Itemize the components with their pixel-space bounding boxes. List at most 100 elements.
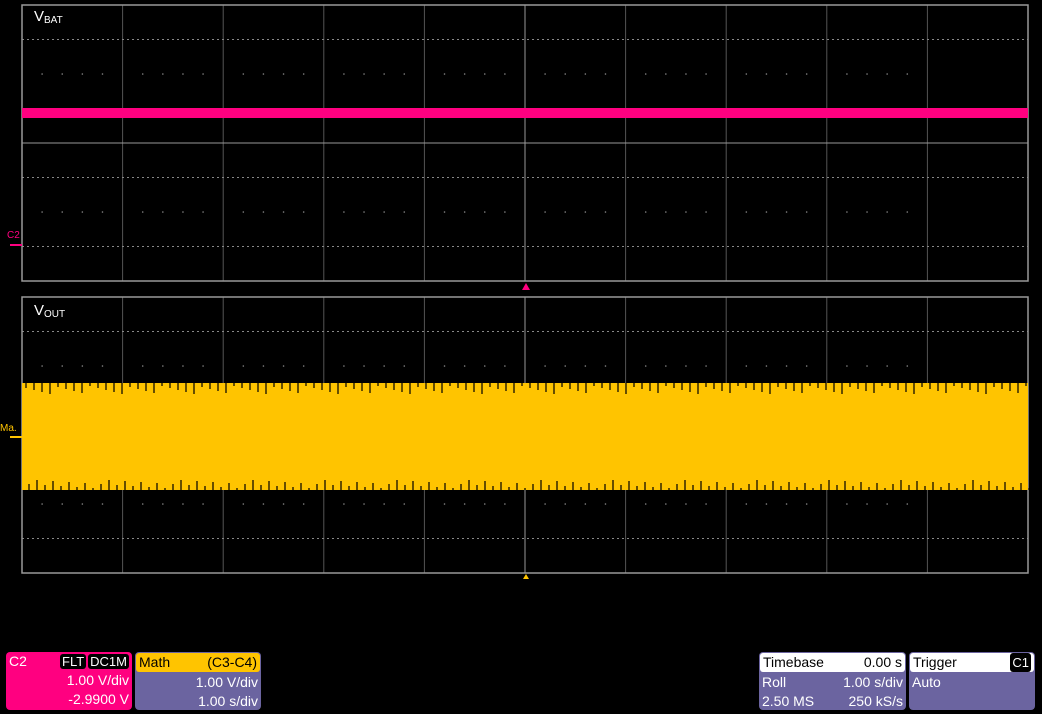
filter-tag: FLT	[60, 654, 87, 669]
grid-dot	[805, 211, 808, 213]
grid-dot	[906, 503, 909, 505]
grid-dot	[343, 73, 345, 75]
grid-dot	[584, 365, 587, 367]
grid-dot	[242, 365, 245, 367]
grid-dot	[745, 503, 748, 505]
grid-dot	[765, 211, 768, 213]
vbat-trace	[22, 108, 1028, 118]
grid-dot	[101, 211, 104, 213]
grid-dot	[866, 503, 868, 505]
grid-dot	[846, 503, 848, 505]
timebase-samples: 2.50 MS	[762, 693, 815, 709]
grid-dot	[564, 503, 567, 505]
grid-dot	[644, 365, 647, 367]
channel-vdiv: 1.00 V/div	[66, 672, 129, 688]
grid-dot	[866, 365, 868, 367]
panel2-label: VOUT	[34, 302, 66, 320]
timebase-title: Timebase	[763, 654, 824, 670]
grid-dot	[745, 365, 748, 367]
grid-dot	[182, 503, 184, 505]
math-name: Math	[139, 654, 171, 670]
vout-trace	[22, 383, 1028, 490]
grid-dot	[805, 73, 808, 75]
trigger-source: C1	[1010, 653, 1031, 672]
grid-dot	[705, 211, 707, 213]
grid-dot	[544, 365, 546, 367]
timebase-mode: Roll	[762, 674, 787, 690]
grid-dot	[705, 73, 707, 75]
grid-dot	[182, 73, 184, 75]
grid-dot	[101, 73, 104, 75]
grid-dot	[162, 73, 164, 75]
trigger-title: Trigger	[913, 654, 957, 670]
grid-dot	[805, 365, 808, 367]
grid-dot	[765, 73, 768, 75]
grid-dot	[665, 503, 667, 505]
grid-dot	[504, 211, 506, 213]
grid-dot	[302, 503, 305, 505]
grid-dot	[182, 211, 184, 213]
grid-dot	[41, 365, 43, 367]
grid-dot	[785, 503, 788, 505]
timebase-box[interactable]: Timebase 0.00 s Roll 1.00 s/div 2.50 MS 250…	[759, 652, 906, 710]
grid-dot	[61, 503, 64, 505]
grid-dot	[886, 73, 888, 75]
c2-ground-marker[interactable]: C2	[7, 230, 20, 241]
grid-dot	[846, 73, 848, 75]
grid-dot	[363, 503, 365, 505]
timebase-delay: 0.00 s	[863, 654, 902, 670]
grid-dot	[705, 503, 707, 505]
grid-dot	[866, 211, 868, 213]
grid-dot	[141, 503, 144, 505]
grid-dot	[745, 211, 748, 213]
grid-dot	[162, 211, 164, 213]
grid-dot	[363, 211, 365, 213]
coupling-tag: DC1M	[88, 654, 129, 669]
grid-dot	[343, 503, 345, 505]
grid-dot	[81, 503, 84, 505]
grid-dot	[302, 73, 305, 75]
grid-dot	[584, 503, 587, 505]
channel-offset: -2.9900 V	[68, 691, 129, 707]
grid-dot	[403, 211, 406, 213]
grid-dot	[504, 73, 506, 75]
trigger-box[interactable]: Trigger C1 Auto	[909, 652, 1035, 710]
grid-dot	[685, 211, 687, 213]
grid-dot	[463, 73, 466, 75]
grid-dot	[705, 365, 707, 367]
grid-dot	[262, 365, 265, 367]
grid-dot	[685, 503, 687, 505]
math-expr: (C3-C4)	[207, 654, 257, 670]
grid-dot	[665, 365, 667, 367]
math-box[interactable]: Math (C3-C4) 1.00 V/div 1.00 s/div	[135, 652, 261, 710]
grid-dot	[805, 503, 808, 505]
channel-c2-box[interactable]: C2 FLT DC1M 1.00 V/div -2.9900 V	[6, 652, 132, 710]
grid-dot	[202, 73, 204, 75]
grid-dot	[906, 365, 909, 367]
grid-dot	[363, 73, 365, 75]
grid-dot	[886, 211, 888, 213]
grid-dot	[262, 503, 265, 505]
channel-name: C2	[9, 653, 27, 669]
grid-dot	[443, 503, 446, 505]
math-ground-marker[interactable]: Ma.	[0, 423, 17, 434]
grid-dot	[604, 211, 607, 213]
grid-dot	[886, 365, 888, 367]
grid-dot	[564, 73, 567, 75]
grid-dot	[202, 365, 204, 367]
grid-dot	[383, 73, 385, 75]
grid-dot	[644, 503, 647, 505]
grid-dot	[383, 503, 385, 505]
grid-dot	[564, 365, 567, 367]
grid-dot	[685, 73, 687, 75]
grid-dot	[282, 73, 285, 75]
grid-dot	[866, 73, 868, 75]
grid-dot	[403, 503, 406, 505]
grid-dot	[483, 365, 486, 367]
grid-dot	[302, 211, 305, 213]
grid-dot	[463, 503, 466, 505]
grid-dot	[544, 211, 546, 213]
grid-dot	[604, 503, 607, 505]
grid-dot	[182, 365, 184, 367]
grid-dot	[504, 365, 506, 367]
